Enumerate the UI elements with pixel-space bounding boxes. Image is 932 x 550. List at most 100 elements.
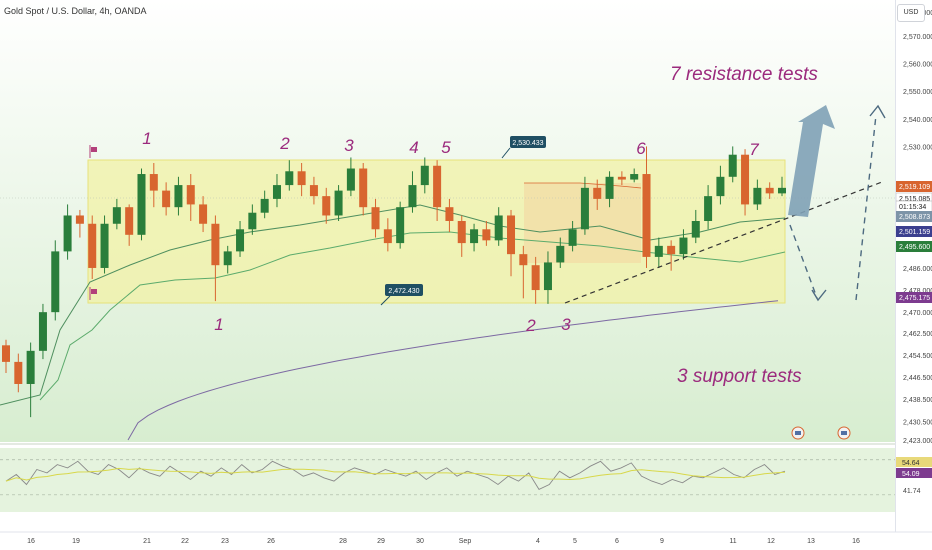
- candle-body: [125, 207, 134, 235]
- candle-body: [38, 312, 47, 351]
- price-badge-text: 2,475.175: [899, 295, 930, 302]
- candle-body: [149, 174, 158, 191]
- candle-body: [334, 190, 343, 216]
- price-badge: [896, 211, 932, 222]
- rsi-tick: 41.74: [903, 488, 921, 495]
- candle-body: [642, 174, 651, 257]
- resistance-touch-number: 1: [142, 129, 151, 148]
- rsi-badge: [896, 468, 932, 478]
- candle-body: [507, 215, 516, 255]
- candle-body: [260, 198, 269, 213]
- dashed-arrow-head: [869, 104, 886, 119]
- time-tick: 26: [267, 538, 275, 545]
- support-touch-number: 2: [525, 316, 536, 335]
- candle-body: [223, 251, 232, 266]
- candle-body: [433, 165, 442, 208]
- candle-body: [322, 196, 331, 216]
- candle-body: [26, 350, 35, 384]
- resistance-touch-number: 2: [279, 134, 290, 153]
- candle-body: [309, 185, 318, 197]
- rsi-badge-text: 54.64: [902, 460, 920, 467]
- candle-body: [494, 215, 503, 241]
- candle-body: [704, 196, 713, 221]
- support-touch-number: 3: [561, 315, 571, 334]
- time-tick: 22: [181, 538, 189, 545]
- candle-body: [137, 174, 146, 235]
- candle-body: [445, 207, 454, 221]
- rsi-badge: [896, 457, 932, 467]
- candle-body: [63, 215, 72, 252]
- support-trendline: [564, 181, 883, 304]
- resistance-annotation: 7 resistance tests: [670, 64, 818, 85]
- candle-body: [580, 187, 589, 230]
- candle-body: [371, 207, 380, 230]
- candle-body: [482, 229, 491, 241]
- rsi-signal-line: [5, 467, 786, 482]
- candle-body: [75, 215, 84, 224]
- candle-body: [408, 185, 417, 208]
- candle-body: [568, 229, 577, 246]
- dashed-path-down: [789, 224, 818, 299]
- candle-body: [679, 237, 688, 255]
- price-tick: 2,530.000: [903, 144, 932, 151]
- event-flag-icon: [841, 431, 847, 435]
- time-tick: Sep: [459, 538, 472, 545]
- price-tick: 2,462.500: [903, 331, 932, 338]
- price-tick: 2,540.000: [903, 117, 932, 124]
- support-touch-number: 1: [214, 315, 223, 334]
- time-tick: 28: [339, 538, 347, 545]
- rsi-background: [0, 448, 895, 512]
- candle-body: [593, 187, 602, 199]
- range-bottom-label-bg: [385, 284, 423, 296]
- range-bottom-label: 2,472.430: [388, 288, 419, 295]
- range-top-label: 2,530.433: [512, 140, 543, 147]
- candle-body: [457, 221, 466, 244]
- candle-body: [248, 212, 257, 230]
- event-flag-icon: [795, 431, 801, 435]
- candle-body: [51, 251, 60, 313]
- rsi-badge-text: 54.09: [902, 471, 920, 478]
- entry-line: [524, 182, 642, 189]
- candle-body: [716, 176, 725, 197]
- projection-arrow-up: [788, 105, 835, 217]
- long-moving-average: [127, 300, 779, 441]
- price-tick: 2,438.500: [903, 397, 932, 404]
- price-badge: [896, 292, 932, 303]
- candle-body: [531, 265, 540, 291]
- candle-body: [162, 190, 171, 208]
- time-tick: 16: [852, 538, 860, 545]
- candle-body: [359, 168, 368, 208]
- candle-body: [420, 165, 429, 186]
- candle-body: [556, 245, 565, 263]
- candle-body: [630, 174, 639, 180]
- candle-body: [285, 171, 294, 186]
- resistance-touch-number: 7: [749, 140, 759, 159]
- candle-body: [470, 229, 479, 244]
- currency-button[interactable]: USD: [897, 4, 925, 22]
- dashed-path-up: [855, 114, 877, 301]
- time-tick: 9: [660, 538, 664, 545]
- price-badge: [896, 181, 932, 192]
- price-tick: 2,560.000: [903, 62, 932, 69]
- resistance-touch-number: 5: [441, 138, 451, 157]
- candle-body: [728, 154, 737, 177]
- resistance-touch-number: 3: [344, 136, 354, 155]
- candle-body: [297, 171, 306, 186]
- price-badge-text: 01:15:34: [899, 204, 926, 211]
- price-tick: 2,454.500: [903, 353, 932, 360]
- candle-body: [383, 229, 392, 244]
- price-tick: 2,470.000: [903, 310, 932, 317]
- symbol-title: Gold Spot / U.S. Dollar, 4h, OANDA: [4, 6, 147, 16]
- candle-body: [617, 176, 626, 180]
- candle-body: [100, 223, 109, 268]
- price-badge-text: 2,519.109: [899, 184, 930, 191]
- price-tick: 2,550.000: [903, 89, 932, 96]
- candle-body: [519, 254, 528, 266]
- resistance-touch-number: 4: [409, 138, 418, 157]
- time-tick: 4: [536, 538, 540, 545]
- time-tick: 13: [807, 538, 815, 545]
- time-tick: 16: [27, 538, 35, 545]
- support-annotation: 3 support tests: [677, 366, 802, 387]
